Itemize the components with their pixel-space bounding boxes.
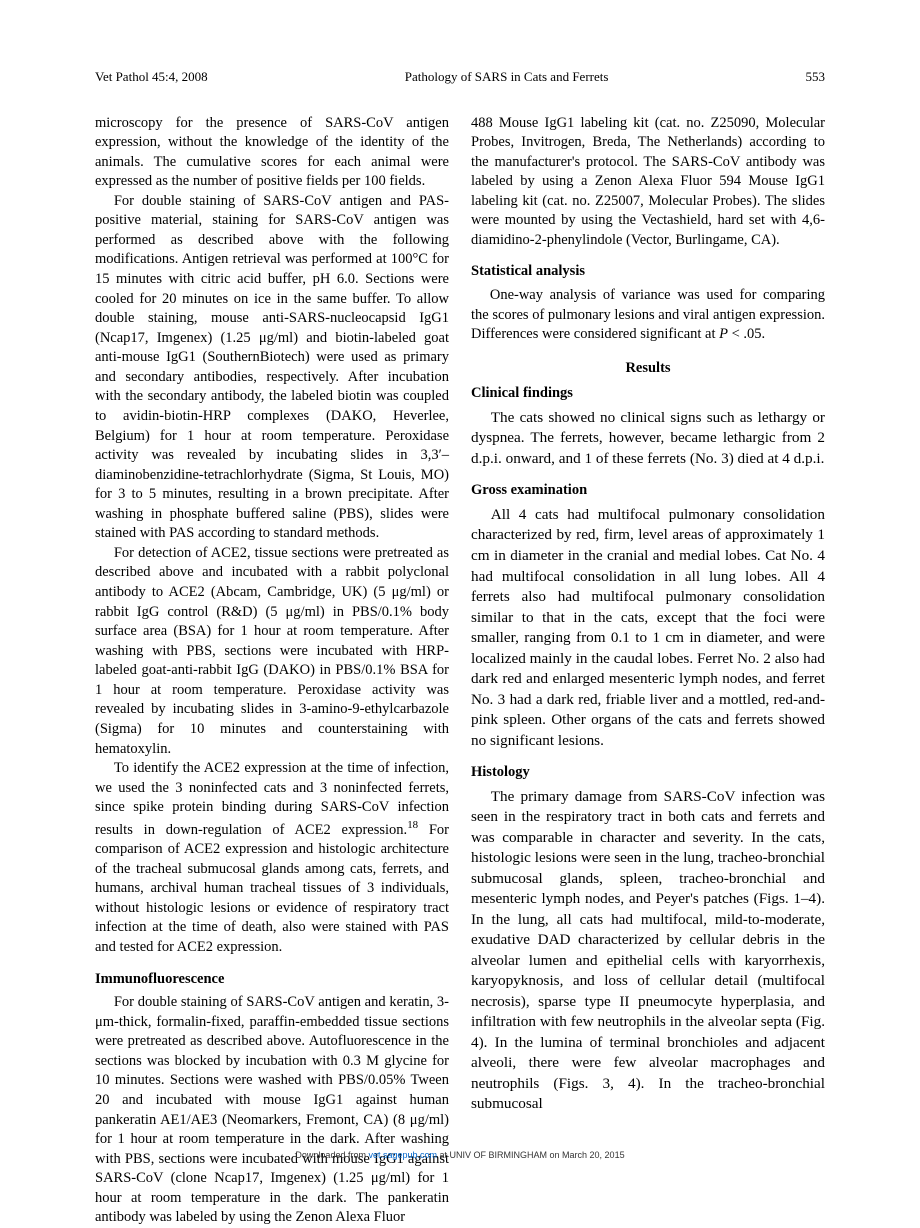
body-paragraph: microscopy for the presence of SARS-CoV …: [95, 114, 449, 192]
body-paragraph: For detection of ACE2, tissue sections w…: [95, 544, 449, 759]
footer-suffix: at UNIV OF BIRMINGHAM on March 20, 2015: [437, 1150, 625, 1160]
header-center: Pathology of SARS in Cats and Ferrets: [405, 68, 609, 86]
body-paragraph: The primary damage from SARS-CoV infecti…: [471, 787, 825, 1115]
body-text: One-way analysis of variance was used fo…: [471, 287, 825, 342]
footer-prefix: Downloaded from: [295, 1150, 368, 1160]
footer-link[interactable]: vet.sagepub.com: [368, 1150, 437, 1160]
section-heading-clinical: Clinical findings: [471, 384, 825, 404]
page-header: Vet Pathol 45:4, 2008 Pathology of SARS …: [95, 68, 825, 86]
body-paragraph: All 4 cats had multifocal pulmonary cons…: [471, 505, 825, 751]
section-heading-immunofluorescence: Immunofluorescence: [95, 970, 449, 990]
content-columns: microscopy for the presence of SARS-CoV …: [95, 114, 825, 1228]
body-paragraph: 488 Mouse IgG1 labeling kit (cat. no. Z2…: [471, 114, 825, 251]
body-text: < .05.: [728, 326, 765, 342]
stat-variable: P: [719, 326, 728, 342]
section-heading-results: Results: [471, 359, 825, 379]
right-column: 488 Mouse IgG1 labeling kit (cat. no. Z2…: [471, 114, 825, 1228]
header-right: 553: [806, 68, 826, 86]
body-paragraph: For double staining of SARS-CoV antigen …: [95, 192, 449, 544]
section-heading-statistical: Statistical analysis: [471, 262, 825, 282]
header-left: Vet Pathol 45:4, 2008: [95, 68, 208, 86]
left-column: microscopy for the presence of SARS-CoV …: [95, 114, 449, 1228]
citation-superscript: 18: [407, 819, 418, 831]
body-paragraph: To identify the ACE2 expression at the t…: [95, 759, 449, 957]
body-paragraph: One-way analysis of variance was used fo…: [471, 286, 825, 345]
body-text: For comparison of ACE2 expression and hi…: [95, 822, 449, 955]
section-heading-histology: Histology: [471, 763, 825, 783]
section-heading-gross: Gross examination: [471, 481, 825, 501]
page-footer: Downloaded from vet.sagepub.com at UNIV …: [0, 1149, 920, 1161]
body-paragraph: The cats showed no clinical signs such a…: [471, 408, 825, 470]
body-text: To identify the ACE2 expression at the t…: [95, 760, 449, 838]
body-paragraph: For double staining of SARS-CoV antigen …: [95, 993, 449, 1228]
